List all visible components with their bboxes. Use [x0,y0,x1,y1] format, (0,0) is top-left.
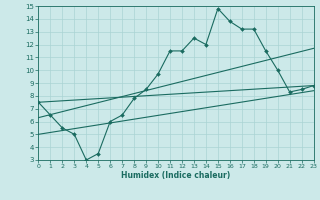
X-axis label: Humidex (Indice chaleur): Humidex (Indice chaleur) [121,171,231,180]
